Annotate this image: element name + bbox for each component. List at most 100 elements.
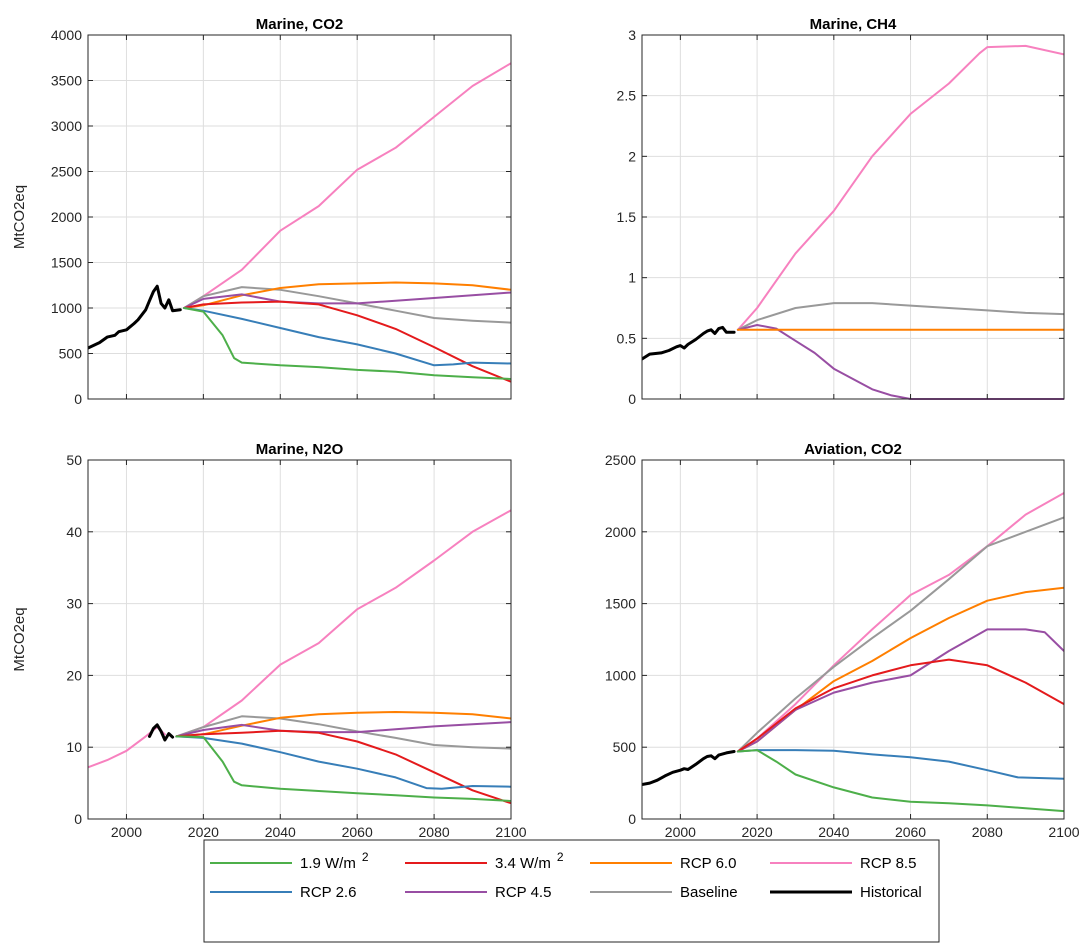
y-tick-label: 0 [74, 811, 82, 827]
axes-frame [641, 459, 1065, 820]
y-tick-label: 4000 [51, 27, 82, 43]
y-tick-label: 2.5 [617, 88, 637, 104]
legend-item-s19: 1.9 W/m 2 [210, 850, 369, 872]
y-tick-label: 10 [66, 739, 82, 755]
y-tick-label: 500 [59, 346, 83, 362]
series-line-s34 [183, 300, 511, 383]
series-line-base [175, 715, 511, 750]
x-tick-label: 2000 [665, 824, 696, 840]
chart-title: Aviation, CO2 [804, 441, 902, 458]
y-tick-label: 1500 [51, 255, 82, 271]
y-tick-label: 2000 [51, 209, 82, 225]
series-line-base [183, 286, 511, 324]
legend-item-s34: 3.4 W/m 2 [405, 850, 564, 872]
series-line-hist [642, 750, 736, 786]
y-tick-label: 3 [628, 27, 636, 43]
series-group [88, 62, 511, 383]
series-line-base [736, 302, 1064, 331]
x-tick-label: 2060 [342, 824, 373, 840]
plot-area [88, 460, 511, 819]
legend-label: 1.9 W/m 2 [300, 850, 369, 872]
y-tick-label: 40 [66, 524, 82, 540]
series-line-s34 [175, 729, 511, 805]
y-tick-label: 2000 [605, 524, 636, 540]
series-line-r85 [736, 44, 1064, 331]
y-tick-label: 0 [628, 811, 636, 827]
series-line-r85 [175, 509, 511, 738]
series-line-s19 [175, 735, 511, 802]
y-tick-label: 2500 [605, 452, 636, 468]
legend-label: RCP 8.5 [860, 855, 916, 872]
legend-item-r45: RCP 4.5 [405, 884, 551, 901]
y-tick-label: 2 [628, 148, 636, 164]
x-tick-label: 2040 [818, 824, 849, 840]
legend-label: Historical [860, 884, 922, 901]
chart-title: Marine, CO2 [256, 16, 344, 33]
legend-item-r85: RCP 8.5 [770, 855, 916, 872]
y-tick-label: 50 [66, 452, 82, 468]
y-tick-label: 3000 [51, 118, 82, 134]
series-line-r26 [175, 735, 511, 790]
legend: 1.9 W/m 2 3.4 W/m 2 RCP 6.0 RCP 8.5 RCP 2.6 RCP… [203, 839, 940, 943]
legend-label: 3.4 W/m 2 [495, 850, 564, 872]
y-tick-label: 500 [613, 739, 637, 755]
x-tick-label: 2020 [188, 824, 219, 840]
y-tick-label: 0 [74, 391, 82, 407]
y-tick-label: 30 [66, 596, 82, 612]
x-tick-label: 2080 [972, 824, 1003, 840]
axes-frame [87, 459, 512, 820]
series-line-r60 [175, 711, 511, 738]
series-line-r26 [183, 307, 511, 367]
series-line-r85 [183, 62, 511, 309]
x-tick-label: 2080 [419, 824, 450, 840]
legend-label: Baseline [680, 884, 738, 901]
x-tick-label: 2100 [495, 824, 526, 840]
subplot-4: 2000 2020 2040 2060 2080 2100 0 500 1000 1500 2000… [605, 441, 1080, 861]
legend-label: RCP 2.6 [300, 884, 356, 901]
y-tick-label: 3500 [51, 73, 82, 89]
y-axis-label: MtCO2eq [11, 607, 28, 671]
series-line-r45 [736, 628, 1064, 753]
y-tick-label: 1 [628, 270, 636, 286]
x-tick-label: 2100 [1048, 824, 1079, 840]
y-tick-label: 20 [66, 667, 82, 683]
chart-title: Marine, CH4 [810, 16, 897, 33]
y-tick-label: 0 [628, 391, 636, 407]
y-tick-label: 1.5 [617, 209, 637, 225]
legend-item-base: Baseline [590, 884, 738, 901]
x-tick-label: 2000 [111, 824, 142, 840]
series-line-r45 [175, 721, 511, 738]
subplot-3: 2000 2020 2040 2060 2080 2100 0 10 20 30 40 50 Marin… [11, 441, 527, 861]
legend-label-superscript: 2 [557, 850, 564, 864]
series-line-s19 [736, 749, 1064, 813]
y-tick-label: 0.5 [617, 330, 637, 346]
chart-title: Marine, N2O [256, 441, 344, 458]
series-line-r60 [183, 281, 511, 309]
y-axis-label: MtCO2eq [11, 185, 28, 249]
subplot-2: 0 0.5 1 1.5 2 2.5 3 Marine, CH4 [617, 16, 1065, 407]
series-line-hist [642, 325, 736, 361]
series-line-r26 [736, 749, 1064, 780]
x-tick-label: 2060 [895, 824, 926, 840]
series-group [642, 492, 1064, 813]
legend-item-r60: RCP 6.0 [590, 855, 736, 872]
y-tick-label: 1000 [605, 667, 636, 683]
y-tick-label: 2500 [51, 164, 82, 180]
y-tick-label: 1500 [605, 596, 636, 612]
legend-item-r26: RCP 2.6 [210, 884, 356, 901]
y-tick-label: 1000 [51, 300, 82, 316]
series-line-s34 [736, 658, 1064, 753]
subplot-1: 0 500 1000 1500 2000 2500 3000 3500 4000 Marine, … [11, 16, 512, 407]
series-line-hist [88, 284, 182, 350]
series-line-s19 [183, 307, 511, 380]
series-line-r45 [183, 291, 511, 309]
x-tick-label: 2040 [265, 824, 296, 840]
series-line-hist [148, 723, 175, 742]
legend-label: RCP 6.0 [680, 855, 736, 872]
series-group [88, 509, 511, 805]
series-line-base [736, 516, 1064, 753]
legend-label-superscript: 2 [362, 850, 369, 864]
series-line-r85 [736, 492, 1064, 753]
legend-label: RCP 4.5 [495, 884, 551, 901]
